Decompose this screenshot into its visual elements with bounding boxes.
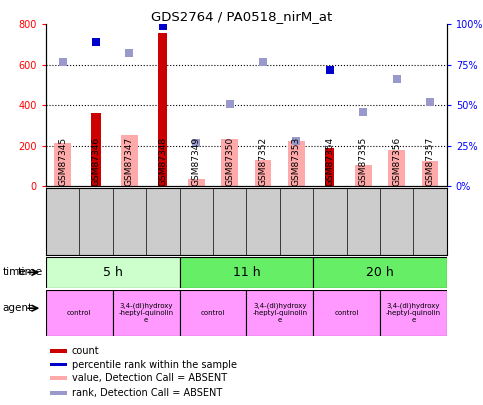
Bar <box>46 257 180 288</box>
Text: 3,4-(di)hydroxy
-heptyl-quinolin
e: 3,4-(di)hydroxy -heptyl-quinolin e <box>118 303 174 323</box>
Bar <box>180 290 246 336</box>
Text: count: count <box>71 346 99 356</box>
Text: control: control <box>201 310 225 316</box>
Bar <box>158 34 168 186</box>
Text: GDS2764 / PA0518_nirM_at: GDS2764 / PA0518_nirM_at <box>151 10 332 23</box>
Bar <box>113 290 180 336</box>
Point <box>226 100 233 107</box>
Text: 11 h: 11 h <box>232 266 260 279</box>
Bar <box>355 165 371 186</box>
Text: control: control <box>67 310 91 316</box>
Bar <box>221 139 238 186</box>
Bar <box>180 257 313 288</box>
Bar <box>50 377 67 380</box>
Point <box>426 99 434 105</box>
Point <box>393 76 400 83</box>
Point <box>126 50 133 57</box>
Text: 5 h: 5 h <box>103 266 123 279</box>
Point <box>159 23 167 29</box>
Point <box>59 58 67 65</box>
Bar <box>255 160 271 186</box>
Bar <box>46 290 113 336</box>
Text: percentile rank within the sample: percentile rank within the sample <box>71 360 237 369</box>
Bar <box>380 290 447 336</box>
Bar <box>288 141 305 186</box>
Point <box>293 138 300 144</box>
Bar <box>246 290 313 336</box>
Bar <box>50 349 67 353</box>
Text: control: control <box>334 310 359 316</box>
Bar <box>50 391 67 394</box>
Text: time: time <box>18 267 43 277</box>
Bar <box>54 143 71 186</box>
Bar <box>313 257 447 288</box>
Text: value, Detection Call = ABSENT: value, Detection Call = ABSENT <box>71 373 227 384</box>
Bar <box>422 161 439 186</box>
Bar <box>388 150 405 186</box>
Text: time: time <box>2 267 26 277</box>
Point <box>259 58 267 65</box>
Point <box>92 39 100 45</box>
Point <box>359 109 367 115</box>
Bar <box>91 113 100 186</box>
Text: agent: agent <box>2 303 32 313</box>
Bar <box>50 362 67 367</box>
Point <box>192 139 200 146</box>
Bar <box>325 148 334 186</box>
Text: 3,4-(di)hydroxy
-heptyl-quinolin
e: 3,4-(di)hydroxy -heptyl-quinolin e <box>386 303 441 323</box>
Bar <box>188 179 205 186</box>
Text: 3,4-(di)hydroxy
-heptyl-quinolin
e: 3,4-(di)hydroxy -heptyl-quinolin e <box>252 303 307 323</box>
Text: 20 h: 20 h <box>366 266 394 279</box>
Bar <box>313 290 380 336</box>
Point <box>326 66 334 73</box>
Text: rank, Detection Call = ABSENT: rank, Detection Call = ABSENT <box>71 388 222 398</box>
Bar <box>121 134 138 186</box>
